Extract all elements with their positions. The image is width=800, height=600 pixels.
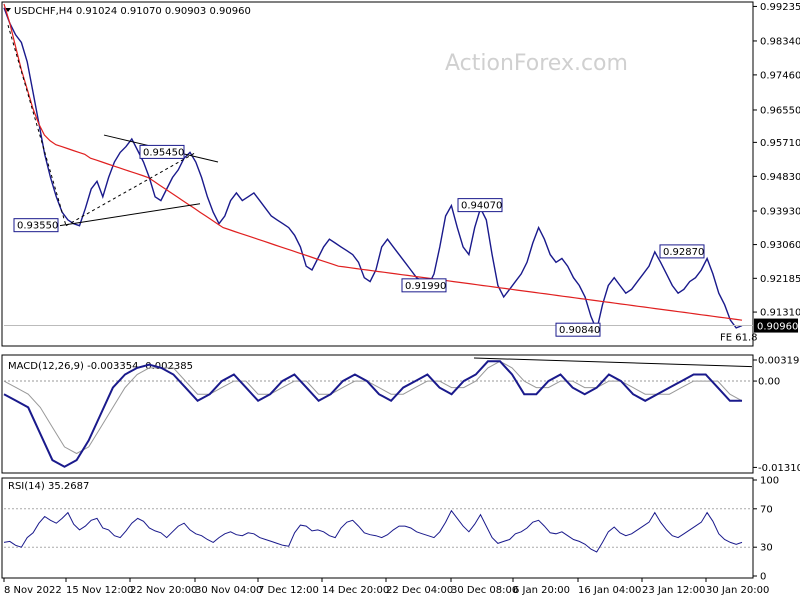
level-91990-box: [401, 278, 447, 293]
x-tick-label: 8 Nov 2022: [4, 585, 62, 596]
moving-average-line: [3, 3, 743, 321]
macd-y-tick-label: 0.00: [758, 377, 780, 388]
level-91990-label: 0.91990: [405, 281, 446, 292]
macd-title: MACD(12,26,9) -0.003354 -0.002385: [8, 361, 193, 372]
x-tick-label: 23 Jan 12:00: [642, 585, 705, 596]
price-y-tick-label: 0.98340: [760, 36, 800, 47]
macd-y-tick-label: -0.013108: [758, 463, 800, 474]
price-y-tick-label: 0.95710: [760, 138, 800, 149]
dashed-projection-1: [7, 25, 67, 226]
price-y-tick-label: 0.97460: [760, 70, 800, 81]
x-tick-label: 22 Nov 20:00: [130, 585, 197, 596]
x-tick-label: 30 Nov 04:00: [195, 585, 262, 596]
last-price-tag: 0.90960: [757, 322, 798, 333]
axis-layer: 0.99235 0.98340 0.97460 0.96550 0.95710 0.948…: [3, 2, 800, 596]
x-tick-label: 30 Dec 08:00: [451, 585, 518, 596]
price-layer: 0.95450 0.93550 0.94070 0.91990 0.92870 0.908…: [3, 3, 758, 344]
level-93550-label: 0.93550: [17, 221, 58, 232]
level-93550-box: [13, 218, 59, 233]
x-tick-label: 15 Nov 12:00: [66, 585, 133, 596]
x-tick-label: 16 Jan 04:00: [578, 585, 641, 596]
price-y-tick-label: 0.96550: [760, 105, 800, 116]
symbol-info: USDCHF,H4 0.91024 0.91070 0.90903 0.9096…: [14, 6, 251, 17]
price-y-tick-label: 0.93930: [760, 207, 800, 218]
level-95450-box: [139, 144, 185, 159]
rsi-y-tick-label: 0: [760, 572, 766, 583]
price-pane-frame: [1, 1, 754, 347]
triangle-lower-trendline: [59, 203, 201, 227]
price-y-tick-label: 0.93060: [760, 240, 800, 251]
level-90840-label: 0.90840: [559, 325, 600, 336]
price-y-tick-label: 0.91310: [760, 308, 800, 319]
price-y-tick-label: 0.99235: [760, 2, 800, 13]
rsi-y-tick-label: 30: [760, 543, 773, 554]
watermark: ActionForex.com: [445, 51, 628, 76]
level-90840-box: [555, 322, 601, 337]
macd-pane-frame: [1, 354, 754, 474]
x-tick-label: 22 Dec 04:00: [386, 585, 453, 596]
macd-main-line: [3, 360, 742, 468]
macd-layer: [3, 357, 753, 468]
price-y-tick-label: 0.94830: [760, 172, 800, 183]
rsi-layer: [3, 508, 753, 553]
x-tick-label: 7 Dec 12:00: [258, 585, 319, 596]
price-series-line: [3, 7, 743, 333]
level-94070-box: [457, 198, 503, 213]
level-94070-label: 0.94070: [461, 201, 502, 212]
macd-y-tick-label: 0.003197: [758, 355, 800, 366]
price-y-tick-label: 0.92185: [760, 274, 800, 285]
x-tick-label: 14 Dec 20:00: [322, 585, 389, 596]
rsi-pane-frame: [1, 477, 754, 579]
rsi-y-tick-label: 70: [760, 504, 773, 515]
dashed-projection-2: [65, 151, 197, 227]
level-92870-box: [659, 244, 705, 259]
x-tick-label: 30 Jan 20:00: [706, 585, 769, 596]
macd-trendline: [473, 357, 753, 368]
last-price-tag-bg: [754, 318, 798, 333]
rsi-line: [3, 509, 743, 553]
fe-618-label: FE 61.8: [720, 333, 758, 344]
dropdown-triangle-icon[interactable]: [5, 8, 11, 12]
rsi-title: RSI(14) 35.2687: [8, 481, 89, 492]
level-95450-label: 0.95450: [143, 147, 184, 158]
level-92870-label: 0.92870: [663, 247, 704, 258]
rsi-y-tick-label: 100: [760, 476, 779, 487]
x-tick-label: 6 Jan 20:00: [513, 585, 570, 596]
